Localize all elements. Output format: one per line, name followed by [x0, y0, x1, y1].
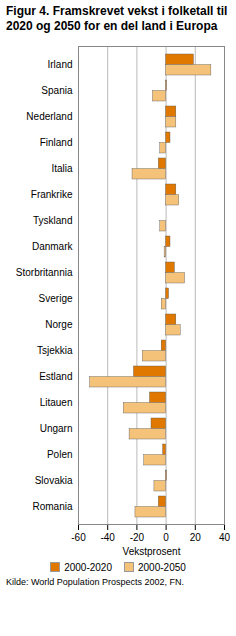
svg-text:20: 20	[190, 532, 202, 543]
svg-text:Finland: Finland	[40, 137, 73, 148]
svg-text:Storbritannia: Storbritannia	[16, 267, 73, 278]
svg-text:Vekstprosent: Vekstprosent	[123, 546, 181, 557]
svg-text:Slovakia: Slovakia	[35, 475, 73, 486]
html-text:2000-2050: 2000-2050	[138, 562, 186, 573]
svg-text:40: 40	[219, 532, 231, 543]
svg-text:Spania: Spania	[41, 85, 73, 96]
svg-text:-60: -60	[71, 532, 86, 543]
svg-text:Italia: Italia	[51, 163, 73, 174]
svg-text:Nederland: Nederland	[26, 111, 72, 122]
svg-text:Polen: Polen	[47, 449, 73, 460]
svg-text:0: 0	[163, 532, 169, 543]
svg-text:Sverige: Sverige	[39, 293, 73, 304]
svg-text:Estland: Estland	[39, 371, 72, 382]
svg-text:Norge: Norge	[45, 319, 73, 330]
svg-text:Tyskland: Tyskland	[33, 215, 72, 226]
svg-text:-20: -20	[130, 532, 145, 543]
svg-text:Ungarn: Ungarn	[40, 423, 73, 434]
html-text:Kilde: World Population Prospe: Kilde: World Population Prospects 2002, …	[6, 577, 184, 587]
svg-text:Frankrike: Frankrike	[31, 189, 73, 200]
svg-text:Tsjekkia: Tsjekkia	[37, 345, 73, 356]
svg-text:Litauen: Litauen	[40, 397, 73, 408]
html-text:Figur 4. Framskrevet vekst i f: Figur 4. Framskrevet vekst i folketall t…	[6, 4, 228, 33]
html-text:2000-2020: 2000-2020	[64, 562, 112, 573]
svg-text:Romania: Romania	[32, 501, 72, 512]
svg-text:Danmark: Danmark	[32, 241, 74, 252]
svg-text:Irland: Irland	[47, 59, 72, 70]
svg-text:-40: -40	[100, 532, 115, 543]
